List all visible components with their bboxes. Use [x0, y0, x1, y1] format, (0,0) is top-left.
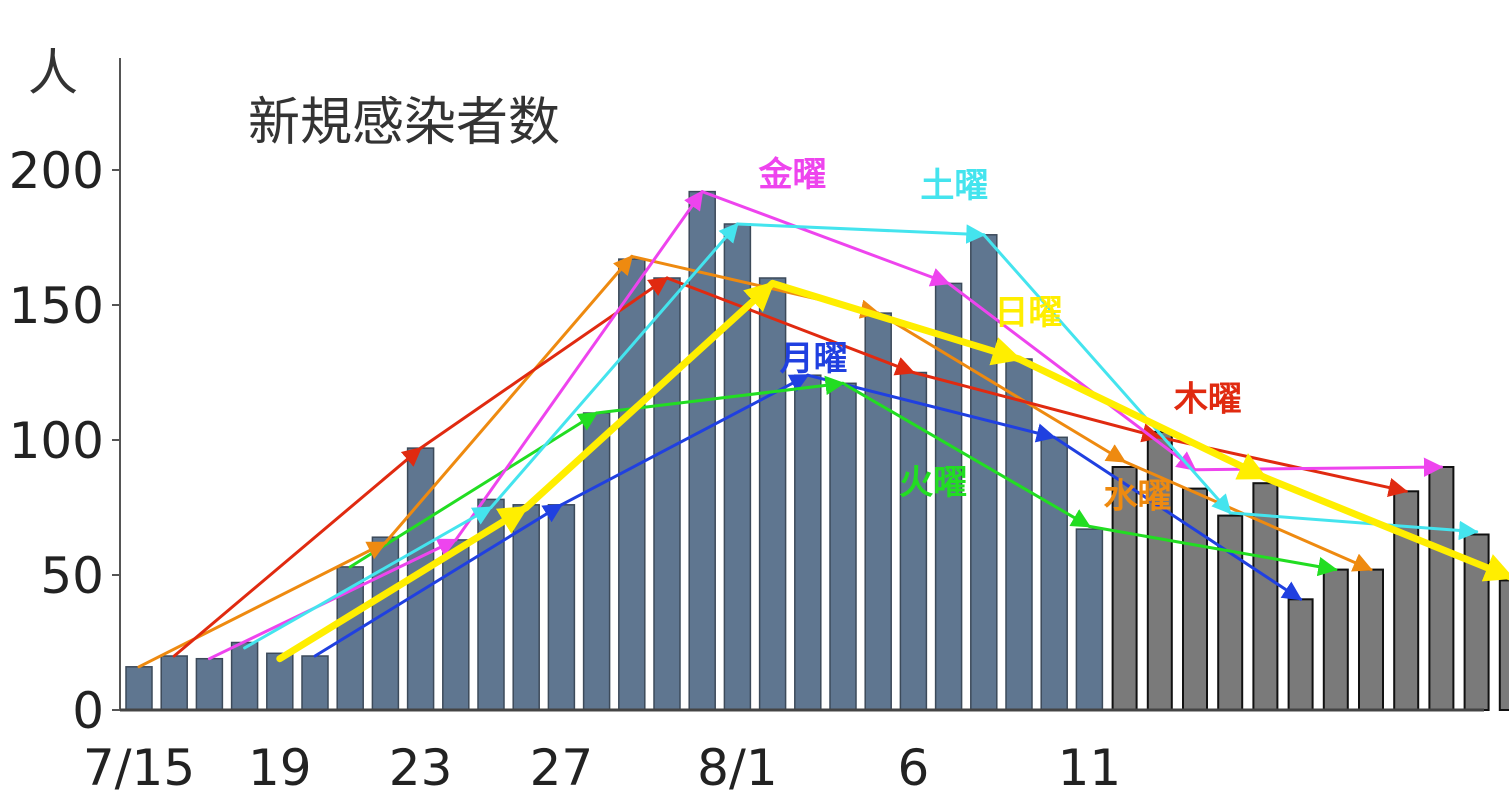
series-木曜-segment-2	[665, 276, 916, 376]
series-木曜-segment-1	[419, 276, 669, 450]
series-土曜-segment-4	[1228, 511, 1479, 541]
bar-28	[582, 412, 611, 711]
bar-26	[512, 504, 540, 711]
x-tick-label-11: 11	[1058, 739, 1122, 797]
series-label-月曜: 月曜	[780, 339, 848, 379]
bar-43	[1111, 466, 1138, 711]
x-ticks: 7/15 19 23 27 8/1 6 11	[83, 739, 1121, 797]
chart-title: 新規感染者数	[248, 93, 560, 153]
y-tick-label-100: 100	[9, 412, 104, 470]
bar-40	[1005, 358, 1033, 711]
x-tick-label-6: 6	[897, 739, 929, 797]
series-label-木曜: 木曜	[1173, 379, 1242, 419]
x-tick-label-23: 23	[389, 739, 453, 797]
y-tick-label-50: 50	[40, 547, 104, 605]
series-月曜-segment-1	[559, 373, 810, 507]
series-火曜-segment-2	[841, 381, 1092, 528]
bar-49	[1322, 568, 1349, 711]
bar-33	[758, 277, 787, 711]
bar-41	[1040, 436, 1068, 711]
bar-45	[1182, 487, 1208, 711]
series-金曜-segment-3	[947, 281, 1197, 472]
series-水曜-segment-1	[383, 254, 634, 545]
series-日曜-segment-1	[522, 279, 777, 511]
series-label-金曜: 金曜	[758, 155, 827, 195]
bar-30	[653, 277, 681, 711]
x-tick-label-8/1: 8/1	[697, 739, 777, 797]
series-日曜	[276, 279, 1509, 663]
bar-51	[1393, 490, 1420, 711]
series-日曜-segment-3	[1015, 355, 1269, 482]
series-金曜-segment-4	[1193, 457, 1444, 477]
bar-36	[864, 312, 892, 711]
bar-15	[125, 666, 153, 711]
bar-27	[547, 504, 576, 711]
bar-42	[1075, 528, 1104, 711]
series-日曜-segment-0	[276, 504, 530, 663]
bars-layer	[125, 190, 1509, 712]
series-土曜	[243, 222, 1479, 650]
bar-34	[794, 374, 822, 711]
y-axis-unit-label: 人	[28, 44, 78, 102]
bar-32	[723, 223, 752, 711]
series-label-日曜: 日曜	[994, 293, 1062, 333]
bar-54	[1498, 579, 1509, 712]
y-tick-label-200: 200	[9, 142, 104, 200]
series-日曜-segment-4	[1261, 474, 1509, 582]
y-ticks: 0 50 100 150 200	[9, 142, 120, 740]
series-水曜-segment-3	[876, 311, 1127, 464]
weekday-lines	[137, 190, 1509, 669]
series-火曜	[348, 375, 1338, 577]
series-火曜-segment-0	[348, 411, 599, 569]
bar-16	[160, 655, 188, 711]
bar-18	[230, 641, 259, 711]
series-土曜-segment-1	[489, 222, 739, 509]
y-tick-label-0: 0	[72, 682, 104, 740]
series-label-水曜: 水曜	[1104, 477, 1172, 517]
series-水曜-segment-0	[137, 541, 388, 669]
bar-46	[1217, 514, 1244, 711]
bar-29	[618, 258, 646, 711]
axes-layer: 人 新規感染者数	[28, 44, 1484, 712]
series-金曜-segment-1	[454, 190, 704, 542]
series-火曜-segment-3	[1087, 524, 1338, 577]
series-土曜-segment-2	[735, 222, 986, 244]
bar-48	[1287, 598, 1314, 711]
bar-50	[1358, 568, 1384, 711]
bar-39	[970, 234, 998, 711]
x-tick-label-27: 27	[530, 739, 594, 797]
y-tick-label-150: 150	[9, 277, 104, 335]
series-木曜-segment-3	[911, 371, 1162, 443]
x-tick-label-7/15: 7/15	[83, 739, 195, 797]
series-日曜-segment-2	[769, 279, 1023, 366]
series-土曜-segment-3	[982, 233, 1232, 515]
series-木曜-segment-0	[172, 446, 423, 658]
series-土曜-segment-0	[243, 506, 493, 650]
series-金曜-segment-2	[700, 190, 951, 287]
series-label-土曜: 土曜	[920, 166, 988, 206]
bar-20	[301, 655, 329, 711]
bar-35	[829, 382, 857, 711]
x-tick-label-19: 19	[248, 739, 312, 797]
bar-52	[1428, 466, 1455, 711]
series-label-火曜: 火曜	[899, 463, 967, 503]
series-月曜-segment-3	[1052, 435, 1303, 601]
bar-17	[195, 657, 224, 711]
